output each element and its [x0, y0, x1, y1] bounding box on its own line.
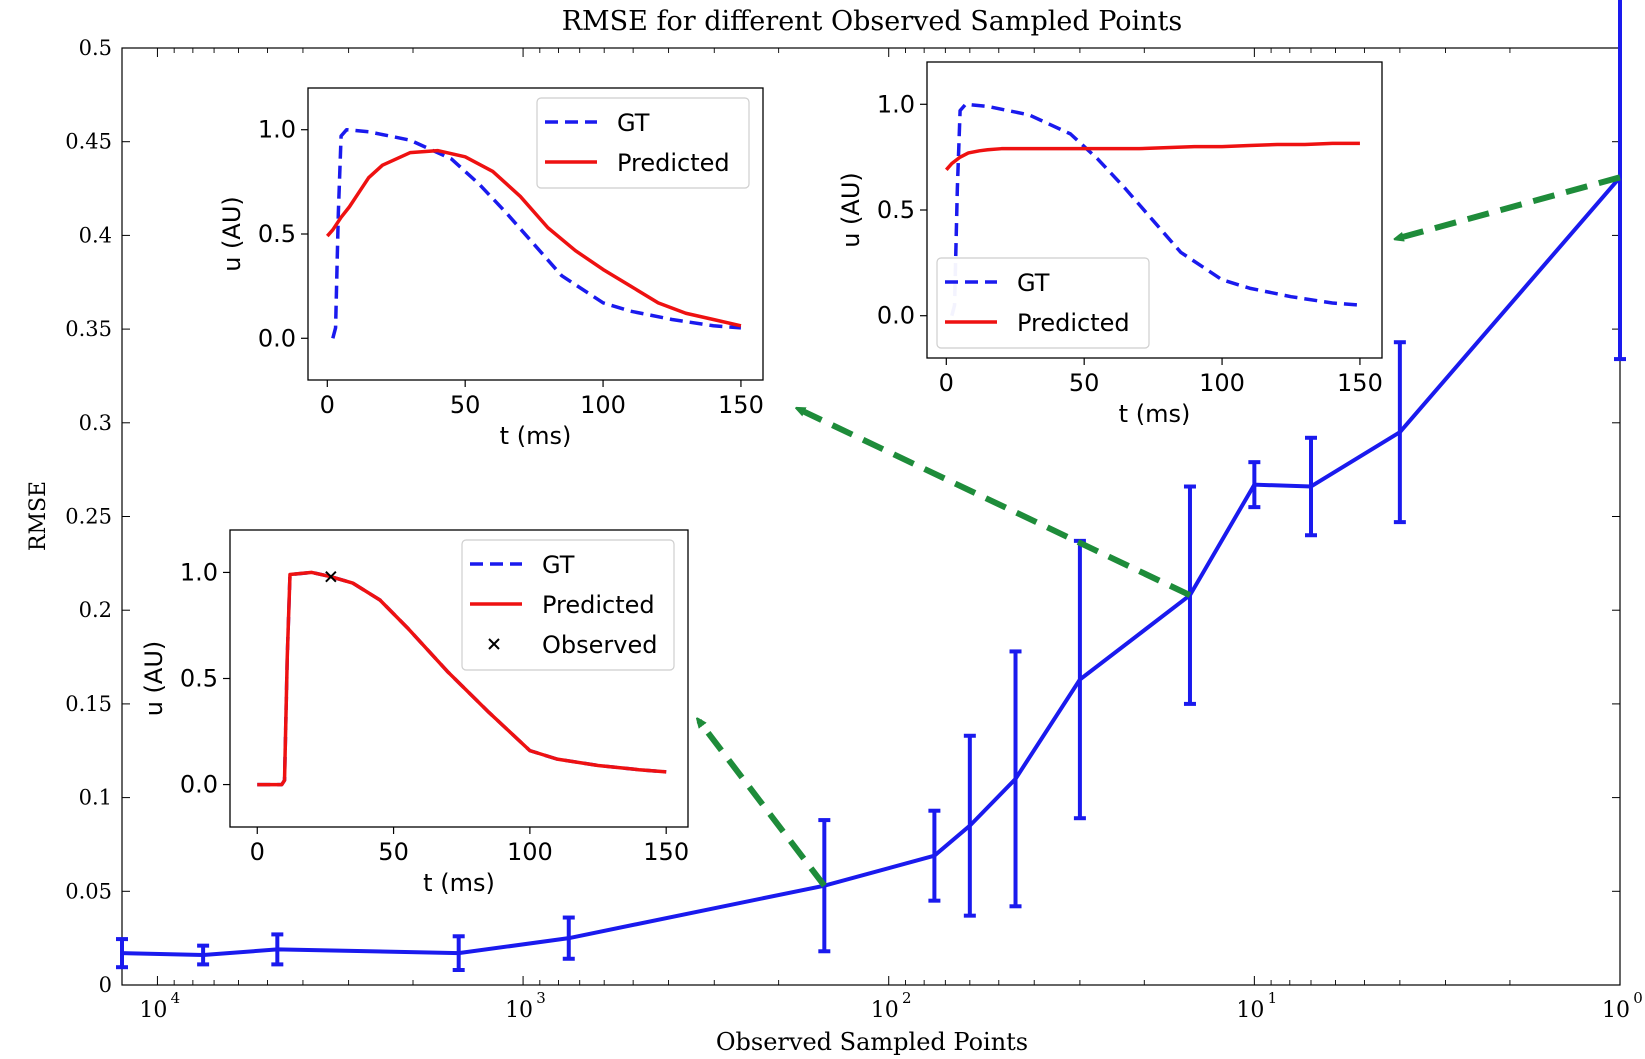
inset-y-tick-label: 1.0 [180, 558, 218, 586]
inset-x-tick-label: 100 [507, 838, 553, 866]
inset-plot-area [325, 127, 742, 339]
observed-marker [325, 570, 337, 583]
predicted-line [944, 141, 1360, 171]
x-tick-label: 10 [1602, 998, 1630, 1023]
inset-y-tick-label: 0.0 [258, 324, 296, 352]
inset-x-tick-label: 100 [1199, 369, 1245, 397]
inset-y-axis-label: u (AU) [837, 172, 865, 248]
predicted-line [257, 570, 667, 787]
inset-legend-box [461, 539, 675, 671]
inset-x-tick-label: 0 [250, 838, 265, 866]
main-plot-area [116, 0, 1626, 973]
inset-y-tick-label: 1.0 [877, 90, 915, 118]
y-tick-label: 0.45 [65, 130, 112, 154]
inset-x-axis-label: t (ms) [500, 422, 572, 450]
y-tick-label: 0.2 [79, 598, 112, 622]
inset-x-tick-label: 0 [320, 391, 335, 419]
callout-arrows [699, 174, 1621, 888]
legend-label: Predicted [542, 591, 655, 619]
legend-label: Predicted [617, 149, 730, 177]
y-tick-label: 0.25 [65, 505, 112, 529]
inset-plot-area [944, 102, 1361, 317]
inset-plot-1: 0 50 100 150 0.0 0.5 1.0 t (ms) u (AU) GT Predicte… [140, 529, 689, 897]
inset-x-axis-label: t (ms) [1119, 400, 1191, 428]
x-tick-exponent: 4 [171, 989, 181, 1007]
inset-plot-2: 0 50 100 150 0.0 0.5 1.0 t (ms) u (AU) GT Predicte… [218, 87, 764, 450]
legend-swatch-observed [488, 638, 500, 650]
inset-y-tick-label: 1.0 [258, 116, 296, 144]
legend-label: GT [617, 109, 650, 137]
y-tick-label: 0.3 [79, 411, 112, 435]
predicted-line [325, 148, 742, 328]
x-tick-exponent: 0 [1633, 989, 1643, 1007]
chart-title: RMSE for different Observed Sampled Poin… [562, 6, 1183, 37]
x-tick-label: 10 [871, 998, 899, 1023]
gt-line [950, 102, 1361, 317]
inset-y-axis-label: u (AU) [140, 641, 168, 717]
inset-x-tick-label: 0 [939, 369, 954, 397]
callout-arrow [699, 721, 827, 888]
y-axis-label: RMSE [26, 481, 51, 551]
y-tick-label: 0.1 [79, 786, 112, 810]
x-tick-exponent: 1 [1268, 989, 1278, 1007]
inset-x-tick-label: 150 [718, 391, 764, 419]
inset-y-tick-label: 0.5 [180, 665, 218, 693]
y-tick-label: 0.5 [79, 36, 112, 60]
inset-y-axis-label: u (AU) [218, 196, 246, 272]
y-tick-label: 0.05 [65, 879, 112, 903]
y-tick-label: 0.35 [65, 317, 112, 341]
x-tick-label: 10 [505, 998, 533, 1023]
inset-y-tick-label: 0.0 [180, 771, 218, 799]
inset-x-tick-label: 50 [450, 391, 481, 419]
legend-label: Predicted [1017, 309, 1130, 337]
x-tick-exponent: 2 [902, 989, 912, 1007]
legend-label: GT [542, 551, 575, 579]
inset-x-axis-label: t (ms) [423, 869, 495, 897]
y-tick-label: 0.4 [79, 223, 112, 247]
y-tick-label: 0 [99, 973, 112, 997]
inset-x-tick-label: 50 [378, 838, 409, 866]
main-axes: 00.050.10.150.20.250.30.350.40.450.510 4 1… [65, 36, 1643, 1023]
inset-plot-3: 0 50 100 150 0.0 0.5 1.0 t (ms) u (AU) GT Predicte… [837, 61, 1383, 428]
inset-x-tick-label: 100 [580, 391, 626, 419]
inset-y-tick-label: 0.5 [877, 196, 915, 224]
x-tick-label: 10 [1236, 998, 1264, 1023]
y-tick-label: 0.15 [65, 692, 112, 716]
x-tick-exponent: 3 [536, 989, 546, 1007]
callout-arrow [799, 406, 1192, 598]
inset-x-tick-label: 150 [1337, 369, 1383, 397]
callout-arrow [1398, 174, 1621, 238]
inset-plot-area [257, 570, 667, 787]
inset-x-tick-label: 150 [643, 838, 689, 866]
x-axis-label: Observed Sampled Points [716, 1028, 1028, 1056]
inset-y-tick-label: 0.0 [877, 302, 915, 330]
x-tick-label: 10 [139, 998, 167, 1023]
legend-label: GT [1017, 269, 1050, 297]
legend-label: Observed [542, 631, 657, 659]
inset-y-tick-label: 0.5 [258, 220, 296, 248]
inset-x-tick-label: 50 [1069, 369, 1100, 397]
